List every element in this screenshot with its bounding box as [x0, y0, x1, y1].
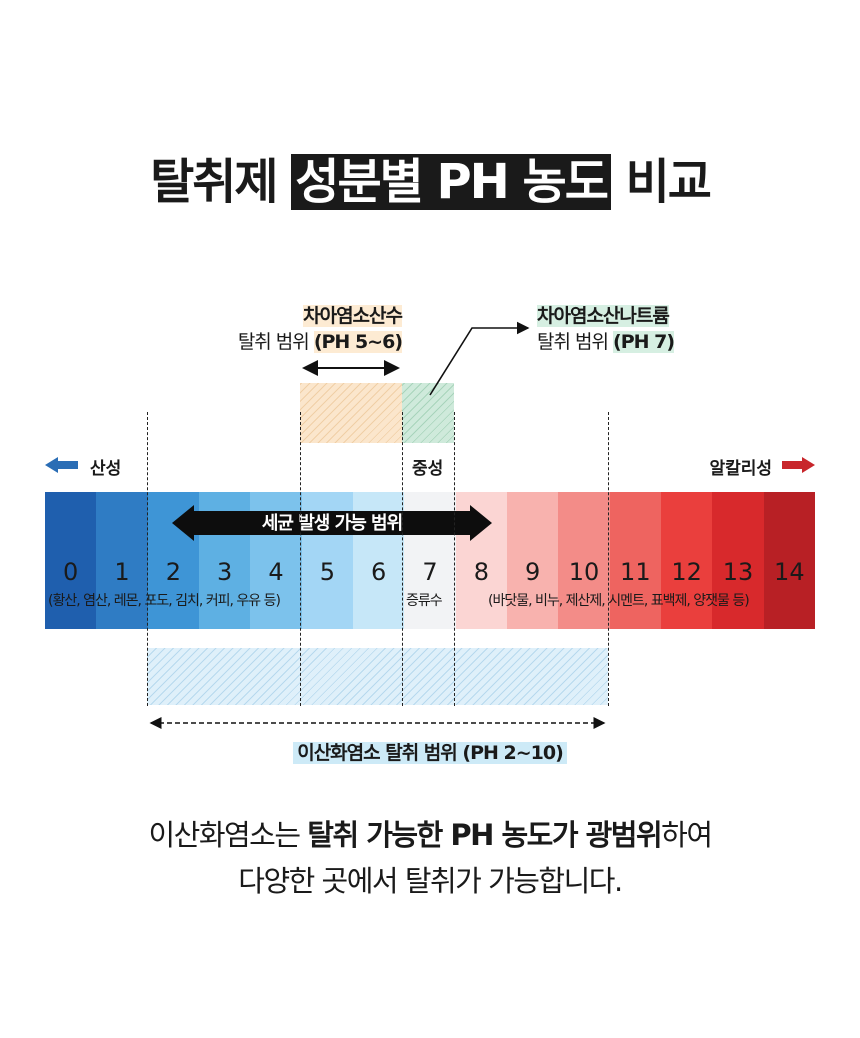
hypochlorous-range-box — [300, 383, 402, 443]
title-part1: 탈취제 — [150, 154, 278, 210]
sodium-range: (PH 7) — [613, 331, 675, 353]
hypochlorous-name: 차아염소산수 — [303, 305, 403, 327]
ph-number-11: 11 — [620, 558, 651, 586]
bacteria-range-arrow-icon — [172, 505, 492, 541]
ph-number-14: 14 — [774, 558, 805, 586]
ph-segment-10 — [558, 492, 610, 629]
ph-segment-13 — [712, 492, 764, 629]
bacteria-range-label: 세균 발생 가능 범위 — [261, 513, 403, 534]
chlorine-dioxide-range-box — [147, 648, 608, 705]
neutral-example: 증류수 — [406, 593, 443, 609]
divider-ph2 — [147, 412, 148, 706]
ph-segment-12 — [660, 492, 713, 629]
ph-number-6: 6 — [371, 558, 387, 586]
title-highlight: 성분별 PH 농도 — [291, 154, 611, 210]
ph-number-10: 10 — [568, 558, 600, 586]
sodium-hypochlorite-label: 차아염소산나트륨 탈취 범위 (PH 7) — [537, 303, 675, 355]
ph-number-12: 12 — [671, 558, 702, 586]
ph-number-9: 9 — [525, 558, 541, 586]
neutral-label: 중성 — [412, 459, 444, 479]
ph-number-0: 0 — [63, 558, 79, 586]
ph-segment-0 — [45, 492, 97, 629]
sodium-connector-arrow — [429, 321, 530, 396]
ph-number-2: 2 — [165, 558, 181, 586]
footer-line2: 다양한 곳에서 탈취가 가능합니다. — [238, 864, 623, 898]
hypochlorous-label: 차아염소산수 탈취 범위 (PH 5~6) — [237, 303, 403, 355]
sodium-hypochlorite-name: 차아염소산나트륨 — [537, 305, 670, 327]
divider-ph11 — [608, 412, 609, 706]
ph-number-5: 5 — [319, 558, 335, 586]
ph-number-1: 1 — [114, 558, 130, 586]
divider-ph5 — [300, 412, 301, 706]
footer-line1-a: 이산화염소는 — [148, 818, 308, 852]
ph-segment-9 — [506, 492, 559, 629]
ph-number-4: 4 — [268, 558, 284, 586]
footer-line1-b: 하여 — [661, 818, 713, 852]
acid-arrow-icon — [45, 457, 78, 473]
chlorine-dioxide-label-wrap: 이산화염소 탈취 범위 (PH 2~10) — [0, 738, 860, 765]
ph-number-8: 8 — [473, 558, 489, 586]
ph-segment-1 — [96, 492, 148, 629]
hypochlorous-range: (PH 5~6) — [313, 331, 403, 353]
ph-number-3: 3 — [217, 558, 233, 586]
ph-segment-11 — [609, 492, 661, 629]
ph-segment-14 — [763, 492, 815, 629]
sodium-range-prefix: 탈취 범위 — [537, 331, 609, 353]
ph-number-7: 7 — [422, 558, 438, 586]
page-title: 탈취제 성분별 PH 농도 비교 — [0, 142, 860, 212]
footer-line1-bold: 탈취 가능한 PH 농도가 광범위 — [307, 818, 662, 852]
chlorine-dioxide-label: 이산화염소 탈취 범위 (PH 2~10) — [293, 742, 567, 764]
footer-text: 이산화염소는 탈취 가능한 PH 농도가 광범위하여 다양한 곳에서 탈취가 가… — [0, 812, 860, 904]
title-part2: 비교 — [625, 154, 712, 210]
acid-label: 산성 — [90, 459, 122, 479]
divider-ph7 — [402, 412, 403, 706]
divider-ph8 — [454, 412, 455, 706]
ph-number-13: 13 — [722, 558, 754, 586]
alkali-examples: (바닷물, 비누, 제산제, 시멘트, 표백제, 양잿물 등) — [488, 593, 750, 609]
sodium-range-box — [402, 383, 454, 443]
acid-examples: (황산, 염산, 레몬, 포도, 김치, 커피, 우유 등) — [48, 593, 281, 609]
alkali-label: 알칼리성 — [709, 459, 772, 479]
alkali-arrow-icon — [782, 457, 815, 473]
hypochlorous-range-prefix: 탈취 범위 — [237, 331, 310, 353]
